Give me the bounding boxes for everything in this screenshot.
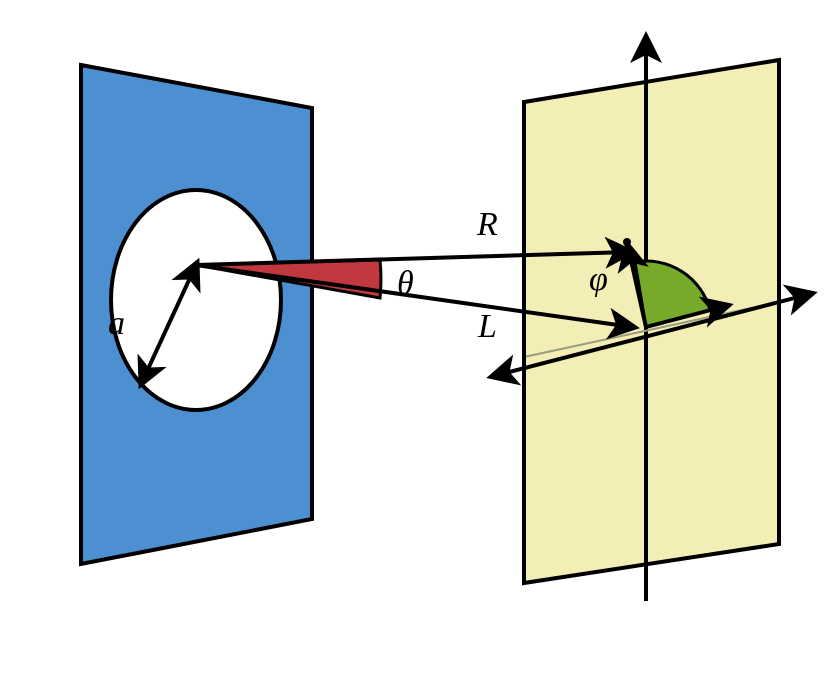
screen-point <box>623 238 631 246</box>
label-R: R <box>477 206 498 244</box>
label-a: a <box>108 305 125 343</box>
label-phi: φ <box>589 261 608 299</box>
label-L: L <box>478 308 497 346</box>
label-theta: θ <box>397 265 414 303</box>
diffraction-diagram <box>0 0 840 699</box>
